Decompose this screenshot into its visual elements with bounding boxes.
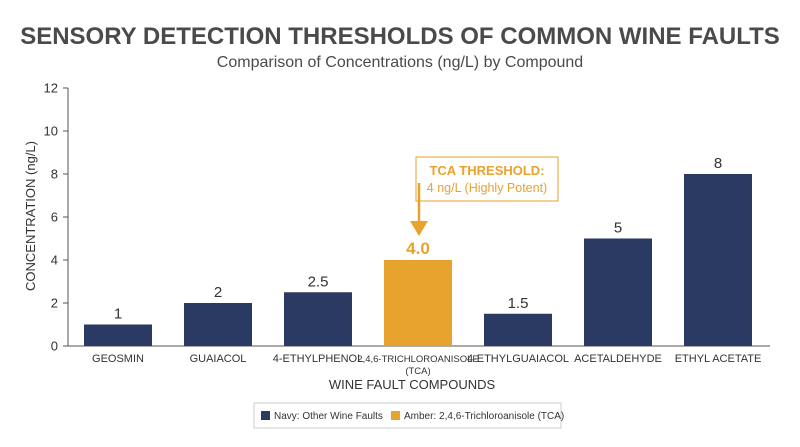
- legend-label-navy: Navy: Other Wine Faults: [274, 411, 383, 422]
- y-tick-label: 10: [44, 124, 58, 139]
- y-tick-label: 0: [51, 339, 58, 354]
- annotation-box: [415, 156, 559, 202]
- annotation-line-2: 4 ng/L (Highly Potent): [427, 181, 547, 195]
- y-tick-label: 6: [51, 210, 58, 225]
- category-labels: GEOSMIN GUAIACOL 4-ETHYLPHENOL2,4,6-TRICHL…: [92, 353, 761, 377]
- chart-title: SENSORY DETECTION THRESHOLDS OF COMMON W…: [20, 23, 780, 50]
- bar-value-label: 8: [714, 155, 722, 172]
- chart-subtitle: Comparison of Concentrations (ng/L) by C…: [217, 54, 583, 71]
- y-tick-label: 2: [51, 296, 58, 311]
- annotation-arrowhead: [410, 221, 428, 236]
- legend: Navy: Other Wine Faults Amber: 2,4,6-Tri…: [253, 402, 564, 429]
- annotation-line-1: TCA THRESHOLD:: [429, 163, 544, 178]
- x-tick-label: ACETALDEHYDE: [574, 353, 662, 365]
- legend-label-amber: Amber: 2,4,6-Trichloroanisole (TCA): [404, 411, 564, 422]
- bar-value-label: 4.0: [406, 239, 430, 258]
- legend-box: [253, 402, 562, 429]
- bar: [684, 174, 752, 346]
- x-tick-label: GUAIACOL: [190, 353, 247, 365]
- y-tick-label: 8: [51, 167, 58, 182]
- y-axis-title: CONCENTRATION (ng/L): [23, 141, 38, 291]
- bar-value-label: 5: [614, 220, 622, 237]
- x-tick-label: 4-ETHYLPHENOL: [273, 353, 363, 365]
- y-tick-label: 12: [44, 81, 58, 96]
- bar: [384, 260, 452, 346]
- bar-value-label: 1.5: [508, 295, 529, 312]
- legend-swatch-navy: [261, 411, 270, 420]
- bar: [184, 303, 252, 346]
- x-tick-label: ETHYL ACETATE: [675, 353, 762, 365]
- x-tick-label: GEOSMIN: [92, 353, 144, 365]
- bar-value-label: 1: [114, 306, 122, 323]
- x-tick-label: 4-ETHYLGUAIACOL: [467, 353, 569, 365]
- legend-swatch-amber: [391, 411, 400, 420]
- bar: [284, 292, 352, 346]
- x-tick-sublabel: (TCA): [405, 366, 430, 377]
- y-tick-label: 4: [51, 253, 58, 268]
- bar-value-label: 2: [214, 284, 222, 301]
- bar: [484, 313, 552, 346]
- bar: [84, 324, 152, 346]
- bar: [584, 238, 652, 346]
- tca-annotation: TCA THRESHOLD: 4 ng/L (Highly Potent): [410, 156, 559, 236]
- bar-value-label: 2.5: [308, 273, 329, 290]
- x-tick-label: 2,4,6-TRICHLOROANISOLE: [357, 354, 478, 365]
- bars: 1 2 2.5 4.0 1.5 5 8: [84, 155, 752, 346]
- x-axis-title: WINE FAULT COMPOUNDS: [329, 377, 496, 392]
